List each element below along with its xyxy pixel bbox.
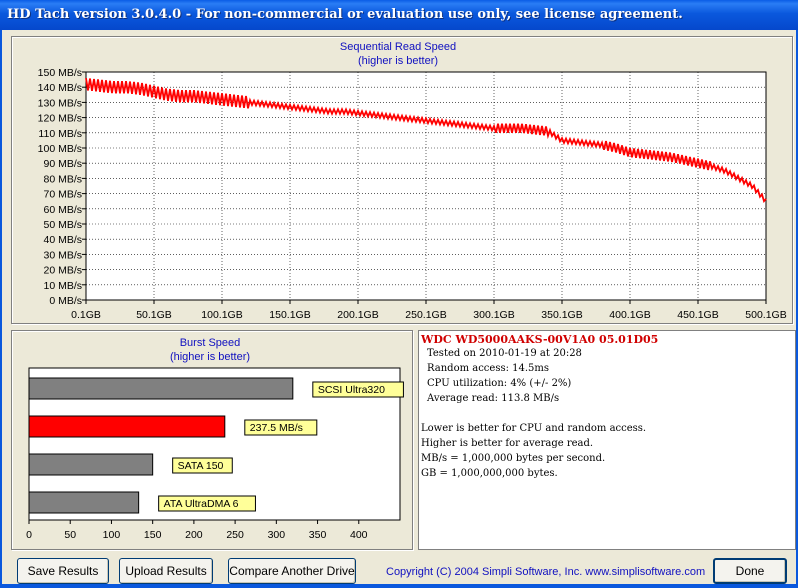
seq-y-tick-label: 10 MB/s [43,280,82,292]
burst-bar-label-box [158,495,256,512]
compare-drive-button[interactable]: Compare Another Drive [228,558,356,584]
seq-y-tick-label: 50 MB/s [43,219,82,231]
drive-info-panel: WDC WD5000AAKS-00V1A0 05.01D05 Tested on… [418,330,796,550]
burst-x-tick-label: 200 [185,529,203,541]
note-mbs-definition: MB/s = 1,000,000 bytes per second. [421,453,606,464]
window-frame [0,30,798,588]
burst-chart-subtitle: (higher is better) [169,351,251,363]
burst-bar-label: SCSI Ultra320 [318,384,385,396]
seq-y-tick-label: 140 MB/s [38,82,82,94]
seq-chart-subtitle: (higher is better) [357,55,439,67]
burst-x-tick-label: 100 [103,529,121,541]
seq-y-tick-label: 0 MB/s [49,295,82,307]
burst-x-tick-label: 350 [309,529,327,541]
burst-bar-label: ATA UltraDMA 6 [164,498,239,510]
seq-x-tick-label: 50.1GB [136,309,172,321]
burst-bar-label: 237.5 MB/s [250,422,303,434]
test-date: Tested on 2010-01-19 at 20:28 [427,348,582,359]
burst-x-tick-label: 150 [144,529,162,541]
note-higher-better: Higher is better for average read. [421,438,594,449]
seq-x-tick-label: 250.1GB [405,309,446,321]
burst-bar [28,491,140,514]
seq-x-tick-label: 100.1GB [201,309,242,321]
seq-y-tick-label: 30 MB/s [43,249,82,261]
burst-bar [28,453,154,476]
seq-y-tick-label: 130 MB/s [38,97,82,109]
copyright-text: Copyright (C) 2004 Simpli Software, Inc.… [386,566,706,578]
sequential-read-chart: 0 MB/s 10 MB/s 20 MB/s 30 MB/s 40 MB/s 50 MB/… [38,67,787,321]
burst-x-tick-label: 400 [350,529,368,541]
done-button[interactable]: Done [713,558,787,584]
cpu-utilization: CPU utilization: 4% (+/- 2%) [427,378,572,389]
seq-y-tick-label: 80 MB/s [43,173,82,185]
seq-x-tick-label: 300.1GB [473,309,514,321]
burst-x-tick-label: 300 [268,529,286,541]
drive-model: WDC WD5000AAKS-00V1A0 05.01D05 [421,333,659,346]
seq-y-tick-label: 40 MB/s [43,234,82,246]
seq-chart-title: Sequential Read Speed [339,41,457,53]
burst-chart-title: Burst Speed [179,337,241,349]
title-bar[interactable]: HD Tach version 3.0.4.0 - For non-commer… [0,0,798,30]
seq-x-tick-label: 450.1GB [677,309,718,321]
burst-bar-label-box [172,457,233,474]
seq-x-tick-label: 200.1GB [337,309,378,321]
seq-y-tick-label: 110 MB/s [38,128,82,140]
burst-x-tick-label: 50 [64,529,76,541]
burst-x-tick-label: 0 [26,529,32,541]
save-results-button[interactable]: Save Results [17,558,109,584]
seq-x-tick-label: 500.1GB [745,309,786,321]
burst-bar [28,415,226,438]
seq-y-tick-label: 70 MB/s [43,189,82,201]
seq-read-line [85,77,767,204]
seq-y-tick-label: 20 MB/s [43,265,82,277]
seq-x-tick-label: 0.1GB [71,309,101,321]
seq-x-tick-label: 400.1GB [609,309,650,321]
burst-bar [28,377,294,400]
average-read: Average read: 113.8 MB/s [427,393,560,404]
seq-x-tick-label: 350.1GB [541,309,582,321]
window-title: HD Tach version 3.0.4.0 - For non-commer… [7,7,683,22]
seq-x-tick-label: 150.1GB [269,309,310,321]
seq-y-tick-label: 90 MB/s [43,158,82,170]
upload-results-button[interactable]: Upload Results [119,558,213,584]
seq-y-tick-label: 150 MB/s [38,67,82,79]
burst-x-tick-label: 250 [226,529,244,541]
seq-y-tick-label: 100 MB/s [38,143,82,155]
burst-speed-panel [11,330,413,550]
burst-bar-label: SATA 150 [178,460,224,472]
sequential-read-panel [11,36,793,324]
seq-y-tick-label: 60 MB/s [43,204,82,216]
burst-bar-label-box [244,419,318,436]
note-lower-better: Lower is better for CPU and random acces… [421,423,647,434]
burst-bar-label-box [312,381,404,398]
seq-y-tick-label: 120 MB/s [38,113,82,125]
seq-plot-border [85,71,767,301]
note-gb-definition: GB = 1,000,000,000 bytes. [421,468,558,479]
burst-speed-chart: 0 50 100 150 200 250 300 350 400 SCSI Ultra320 237… [26,367,404,541]
random-access: Random access: 14.5ms [427,363,550,374]
